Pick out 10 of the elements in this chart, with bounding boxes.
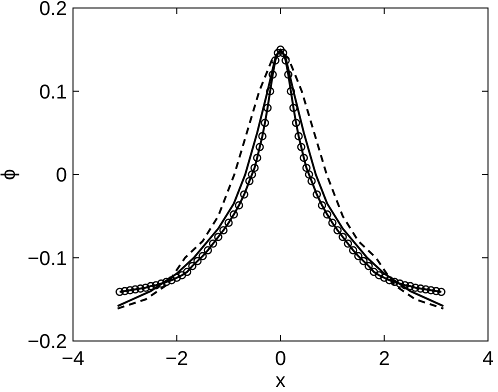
y-tick-label: −0.1 — [28, 248, 67, 270]
x-tick-label: 4 — [482, 348, 494, 370]
x-axis-title: x — [276, 370, 286, 392]
y-tick-label: 0.2 — [39, 0, 67, 20]
y-tick-label: 0 — [56, 164, 67, 186]
x-tick-label: 0 — [274, 348, 286, 370]
y-tick-label: 0.1 — [39, 81, 67, 104]
x-tick-label: 2 — [378, 348, 390, 370]
y-axis-title: ϕ — [0, 168, 20, 180]
x-tick-label: −2 — [165, 348, 188, 370]
